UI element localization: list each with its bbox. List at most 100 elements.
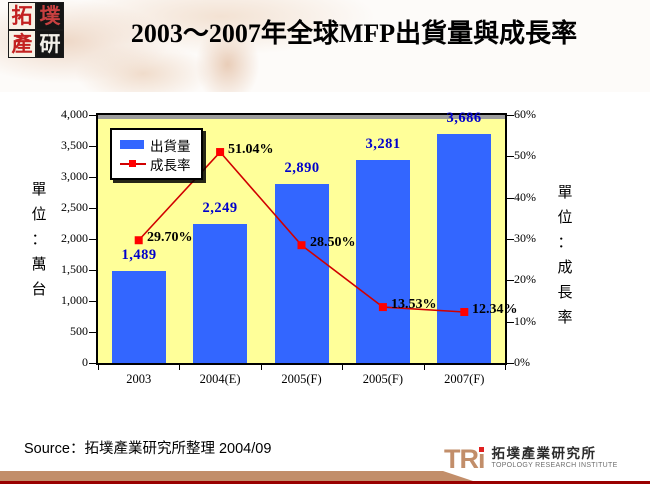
legend-line-marker	[129, 160, 136, 167]
right-unit-char: 成	[557, 260, 573, 276]
growth-value-label: 28.50%	[310, 235, 356, 250]
tri-seal-logo: 拓墣產研	[8, 2, 64, 58]
source-note: Source：拓墣產業研究所整理 2004/09	[24, 441, 272, 457]
legend-item: 成長率	[120, 154, 191, 173]
growth-line-marker	[460, 307, 469, 316]
left-axis-tick-mark	[89, 363, 96, 364]
footer-band	[0, 471, 473, 481]
left-axis-tick-mark	[89, 115, 96, 116]
x-axis-tick-mark	[261, 365, 262, 370]
left-axis-tick-label: 0	[82, 355, 88, 369]
right-axis-tick-label: 0%	[514, 355, 530, 369]
legend-line-swatch-icon	[120, 159, 146, 168]
tri-logo-names: 拓墣產業研究所 TOPOLOGY RESEARCH INSTITUTE	[492, 446, 618, 470]
right-unit-char: 位	[557, 210, 573, 226]
legend: 出貨量 成長率	[110, 128, 203, 180]
x-axis-tick-mark	[342, 365, 343, 370]
bar	[356, 159, 410, 363]
growth-value-label: 12.34%	[472, 302, 518, 317]
left-axis-tick-mark	[89, 146, 96, 147]
chart-title: 2003～2007年全球MFP出貨量與成長率	[130, 19, 578, 48]
left-axis-unit-label: 單位 ： 萬台	[30, 178, 48, 303]
left-unit-char: 位	[31, 207, 47, 223]
right-axis-tick-mark	[507, 115, 514, 116]
left-axis-tick-mark	[89, 177, 96, 178]
left-axis-tick-label: 4,000	[61, 107, 88, 121]
bar	[193, 223, 247, 363]
right-axis-tick-mark	[507, 322, 514, 323]
right-axis-tick-mark	[507, 280, 514, 281]
x-axis-category-label: 2004(E)	[199, 372, 241, 386]
bar	[112, 270, 166, 363]
growth-line-marker	[378, 303, 387, 312]
bar-value-label: 3,281	[365, 135, 401, 152]
right-axis-tick-label: 60%	[514, 107, 536, 121]
left-axis-tick-mark	[89, 301, 96, 302]
bar-value-label: 2,249	[202, 199, 238, 216]
x-axis-category-label: 2005(F)	[281, 372, 322, 386]
left-axis-tick-label: 2,500	[61, 200, 88, 214]
left-unit-char: 台	[31, 282, 47, 298]
growth-line-marker	[216, 148, 225, 157]
x-axis-category-label: 2005(F)	[362, 372, 404, 386]
seal-char: 墣	[36, 2, 64, 30]
bar-value-label: 1,489	[121, 246, 157, 263]
right-axis-tick-label: 20%	[514, 272, 536, 287]
slide-header: 拓墣產研 2003～2007年全球MFP出貨量與成長率	[0, 0, 650, 92]
x-axis-tick-mark	[98, 365, 99, 370]
right-unit-char: 長	[557, 285, 573, 301]
right-axis-tick-label: 50%	[514, 148, 536, 163]
right-axis-tick-mark	[507, 156, 514, 157]
right-unit-char: 單	[557, 185, 573, 201]
growth-value-label: 51.04%	[228, 142, 274, 157]
left-axis-tick-label: 3,500	[61, 138, 88, 152]
legend-label: 出貨量	[150, 138, 191, 154]
bar	[275, 183, 329, 363]
right-axis-unit-label: 單位 ： 成長率	[556, 181, 574, 331]
left-unit-char: ：	[31, 232, 47, 248]
left-axis-tick-label: 500	[70, 324, 88, 338]
right-axis-tick-mark	[507, 363, 514, 364]
right-axis-tick-mark	[507, 198, 514, 199]
x-axis-category-label: 2007(F)	[444, 372, 485, 386]
left-axis-tick-label: 1,000	[61, 293, 88, 307]
left-unit-char: 單	[31, 182, 47, 198]
tri-logo-english: TOPOLOGY RESEARCH INSTITUTE	[491, 462, 618, 469]
tri-logo-chinese: 拓墣產業研究所	[491, 446, 597, 461]
legend-bar-swatch-icon	[120, 140, 144, 149]
legend-label: 成長率	[150, 157, 191, 173]
tri-footer-logo: TRi 拓墣產業研究所 TOPOLOGY RESEARCH INSTITUTE	[444, 446, 618, 473]
bar-value-label: 2,890	[284, 159, 320, 176]
growth-line-marker	[134, 236, 143, 245]
bar-value-label: 3,686	[446, 110, 482, 127]
tri-logo-red-dot-icon	[478, 447, 484, 452]
left-axis-tick-mark	[89, 208, 96, 209]
growth-value-label: 13.53%	[391, 297, 437, 312]
right-axis-tick-mark	[507, 239, 514, 240]
growth-line-marker	[297, 241, 306, 250]
bar	[437, 134, 491, 363]
plot-top-shade	[98, 115, 505, 119]
left-unit-char: 萬	[31, 257, 47, 273]
left-axis-tick-label: 1,500	[61, 262, 88, 276]
seal-char: 拓	[8, 2, 36, 30]
left-axis-tick-label: 3,000	[61, 169, 88, 183]
right-axis-tick-label: 10%	[514, 313, 536, 328]
left-axis-tick-mark	[89, 332, 96, 333]
left-axis-tick-mark	[89, 270, 96, 271]
x-axis-category-label: 2003	[126, 372, 152, 386]
seal-char: 研	[36, 30, 64, 58]
x-axis-tick-mark	[505, 365, 506, 370]
legend-item: 出貨量	[120, 135, 191, 154]
seal-char: 產	[8, 30, 36, 58]
footer-red-line	[0, 481, 650, 484]
right-axis-tick-label: 40%	[514, 189, 536, 204]
right-axis-tick-label: 30%	[514, 231, 536, 245]
growth-value-label: 29.70%	[147, 230, 193, 245]
x-axis-tick-mark	[424, 365, 425, 370]
left-axis-tick-label: 2,000	[61, 231, 88, 245]
tri-logo-acronym: TRi	[444, 446, 485, 473]
right-unit-char: 率	[557, 310, 573, 326]
